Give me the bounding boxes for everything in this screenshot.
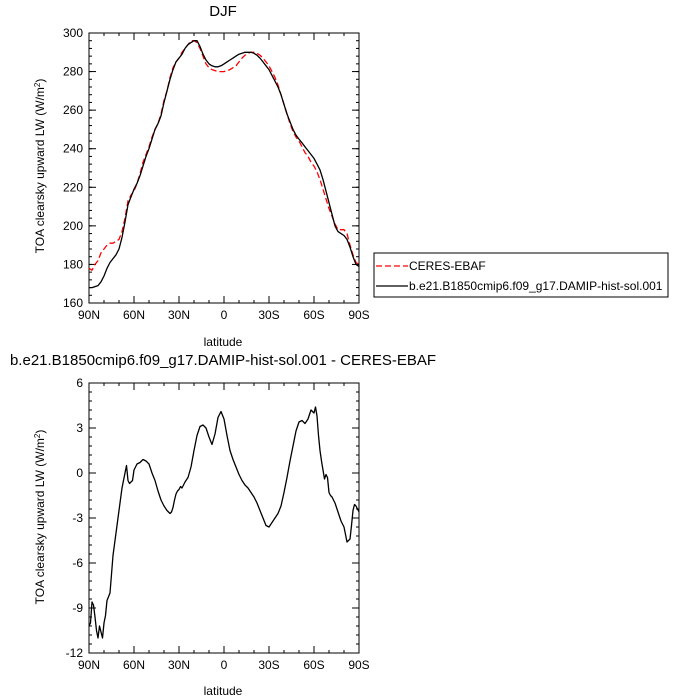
bottom-plot-area: 90N 60N 30N 0 30S 60S 90S 6 3 0 -3 -6 -9 -12	[66, 376, 370, 672]
legend-label-model: b.e21.B1850cmip6.f09_g17.DAMIP-hist-sol.…	[409, 279, 663, 293]
top-y-tick-label: 300	[63, 26, 83, 40]
bottom-x-tick-label: 90N	[78, 658, 100, 672]
bottom-axes-frame	[88, 382, 360, 654]
top-x-axis-label: latitude	[204, 335, 243, 349]
top-panel: DJF 90N 60N 30N 0 30S 60S 90S 160 180 200 220 240 26…	[33, 3, 669, 349]
bottom-chart-title: b.e21.B1850cmip6.f09_g17.DAMIP-hist-sol.…	[10, 352, 436, 369]
top-y-tick-label: 160	[63, 296, 83, 310]
bottom-series-line-1	[88, 406, 360, 639]
top-y-tick-label: 260	[63, 103, 83, 117]
bottom-x-tick-label: 60N	[123, 658, 145, 672]
top-x-tick-label: 30N	[168, 308, 190, 322]
bottom-y-axis-label: TOA clearsky upward LW (W/m2)	[33, 430, 47, 605]
top-x-tick-label: 90N	[78, 308, 100, 322]
top-plot-area: 90N 60N 30N 0 30S 60S 90S 160 180 200 220 240 260 280…	[63, 26, 370, 322]
top-series-line-1	[88, 40, 360, 271]
top-x-tick-label: 30S	[258, 308, 279, 322]
top-y-tick-label: 180	[63, 257, 83, 271]
top-x-tick-label: 60S	[303, 308, 324, 322]
top-series-line-2	[89, 40, 360, 289]
top-x-tick-label: 60N	[123, 308, 145, 322]
legend-box	[373, 252, 669, 298]
bottom-x-tick-label: 60S	[303, 658, 324, 672]
top-y-tick-label: 200	[63, 219, 83, 233]
bottom-panel: b.e21.B1850cmip6.f09_g17.DAMIP-hist-sol.…	[10, 352, 436, 698]
bottom-x-tick-label: 30S	[258, 658, 279, 672]
bottom-x-axis-label: latitude	[204, 684, 243, 698]
top-y-tick-label: 280	[63, 65, 83, 79]
top-x-tick-label: 0	[221, 308, 228, 322]
top-y-axis-label: TOA clearsky upward LW (W/m2)	[33, 79, 47, 254]
bottom-y-tick-label: -12	[66, 646, 84, 660]
top-chart-title: DJF	[209, 3, 237, 20]
bottom-y-tick-label: 3	[76, 421, 83, 435]
top-x-tick-label: 90S	[348, 308, 369, 322]
bottom-y-tick-label: -3	[72, 511, 83, 525]
bottom-y-tick-label: 6	[76, 376, 83, 390]
bottom-x-tick-label: 0	[221, 658, 228, 672]
bottom-y-tick-label: -6	[72, 556, 83, 570]
bottom-y-tick-label: -9	[72, 601, 83, 615]
bottom-x-tick-label: 30N	[168, 658, 190, 672]
bottom-y-tick-label: 0	[76, 466, 83, 480]
top-y-tick-label: 220	[63, 180, 83, 194]
top-y-tick-label: 240	[63, 142, 83, 156]
bottom-x-tick-label: 90S	[348, 658, 369, 672]
legend-label-ceres: CERES-EBAF	[409, 259, 486, 273]
legend: CERES-EBAF b.e21.B1850cmip6.f09_g17.DAMI…	[373, 252, 669, 298]
